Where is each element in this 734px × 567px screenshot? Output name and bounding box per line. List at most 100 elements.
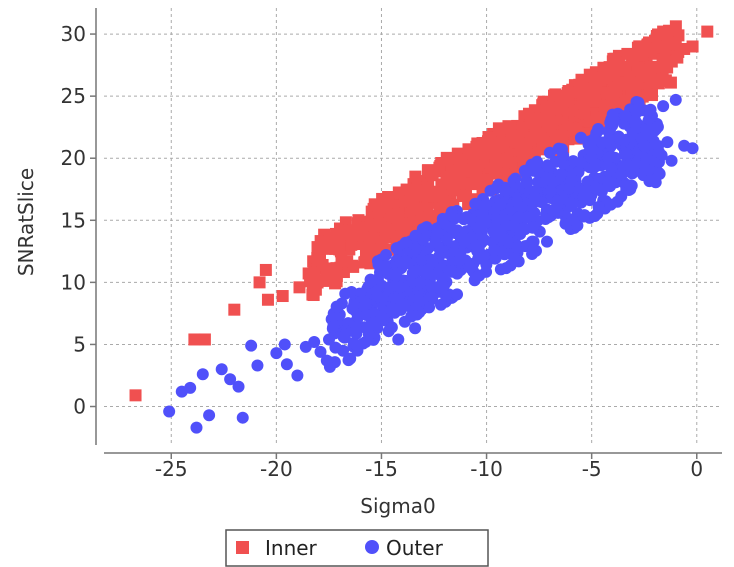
outer-point bbox=[440, 232, 453, 245]
outer-point bbox=[308, 335, 321, 348]
outer-point bbox=[581, 175, 594, 188]
outer-point bbox=[278, 338, 291, 351]
x-tick-label: -15 bbox=[365, 457, 398, 481]
outer-point bbox=[451, 288, 464, 301]
outer-point bbox=[465, 231, 478, 244]
outer-point bbox=[585, 151, 598, 164]
outer-point bbox=[215, 363, 228, 376]
inner-point bbox=[701, 25, 714, 38]
inner-point bbox=[345, 238, 358, 251]
outer-point bbox=[563, 182, 576, 195]
inner-point bbox=[476, 136, 489, 149]
outer-point bbox=[501, 235, 514, 248]
inner-point bbox=[505, 129, 518, 142]
inner-point bbox=[373, 218, 386, 231]
inner-point bbox=[467, 155, 480, 168]
inner-point bbox=[608, 64, 621, 77]
outer-point bbox=[640, 153, 653, 166]
x-tick-label: -10 bbox=[470, 457, 503, 481]
outer-point bbox=[365, 274, 378, 287]
y-axis-title: SNRatSlice bbox=[14, 168, 38, 276]
outer-point bbox=[669, 93, 682, 106]
outer-point bbox=[415, 254, 428, 267]
outer-point bbox=[426, 255, 439, 268]
outer-point bbox=[372, 258, 385, 271]
inner-point bbox=[629, 86, 642, 99]
inner-point bbox=[620, 76, 633, 89]
outer-point bbox=[476, 207, 489, 220]
outer-point bbox=[478, 233, 491, 246]
outer-point bbox=[337, 344, 350, 357]
outer-point bbox=[322, 333, 335, 346]
outer-point bbox=[190, 421, 203, 434]
outer-point bbox=[398, 298, 411, 311]
outer-point bbox=[314, 345, 327, 358]
legend-outer-marker bbox=[365, 540, 379, 554]
outer-point bbox=[644, 103, 657, 116]
inner-point bbox=[307, 289, 320, 302]
outer-point bbox=[592, 124, 605, 137]
inner-point bbox=[590, 111, 603, 124]
inner-point bbox=[390, 231, 403, 244]
legend-inner-label: Inner bbox=[265, 536, 318, 560]
outer-point bbox=[348, 298, 361, 311]
outer-point bbox=[566, 213, 579, 226]
outer-point bbox=[521, 177, 534, 190]
outer-point bbox=[521, 211, 534, 224]
inner-point bbox=[129, 389, 142, 402]
inner-point bbox=[313, 249, 326, 262]
y-tick-label: 5 bbox=[73, 332, 86, 356]
inner-point bbox=[330, 227, 343, 240]
outer-point bbox=[629, 117, 642, 130]
outer-point bbox=[175, 385, 188, 398]
outer-point bbox=[375, 311, 388, 324]
outer-point bbox=[392, 333, 405, 346]
outer-point bbox=[390, 292, 403, 305]
legend-box bbox=[225, 529, 489, 567]
inner-point bbox=[460, 189, 473, 202]
outer-point bbox=[420, 267, 433, 280]
outer-point bbox=[327, 321, 340, 334]
series-outer bbox=[163, 93, 699, 434]
outer-point bbox=[409, 322, 422, 335]
outer-point bbox=[541, 160, 554, 173]
outer-point bbox=[371, 290, 384, 303]
inner-point bbox=[644, 76, 657, 89]
outer-point bbox=[431, 227, 444, 240]
inner-point bbox=[469, 178, 482, 191]
outer-point bbox=[398, 315, 411, 328]
inner-point bbox=[522, 107, 535, 120]
outer-point bbox=[604, 198, 617, 211]
inner-point bbox=[656, 72, 669, 85]
x-tick-label: -20 bbox=[260, 457, 293, 481]
outer-point bbox=[409, 229, 422, 242]
y-tick-label: 20 bbox=[61, 146, 86, 170]
y-tick-label: 25 bbox=[61, 84, 86, 108]
y-tick-label: 15 bbox=[61, 208, 86, 232]
outer-point bbox=[593, 172, 606, 185]
inner-point bbox=[505, 162, 518, 175]
outer-point bbox=[469, 197, 482, 210]
inner-point bbox=[609, 52, 622, 65]
outer-point bbox=[390, 242, 403, 255]
outer-point bbox=[546, 176, 559, 189]
inner-point bbox=[646, 61, 659, 74]
inner-point bbox=[329, 242, 342, 255]
outer-point bbox=[362, 328, 375, 341]
tick-labels: -25 -20 -15 -10 -5 0 0 5 10 15 20 25 30 bbox=[61, 22, 704, 481]
outer-point bbox=[488, 244, 501, 257]
outer-point bbox=[425, 289, 438, 302]
inner-point bbox=[259, 263, 272, 276]
outer-point bbox=[653, 167, 666, 180]
outer-point bbox=[592, 201, 605, 214]
legend: Inner Outer bbox=[225, 529, 489, 567]
outer-point bbox=[531, 165, 544, 178]
y-tick-label: 0 bbox=[73, 395, 86, 419]
outer-point bbox=[629, 103, 642, 116]
outer-point bbox=[665, 154, 678, 167]
outer-point bbox=[382, 267, 395, 280]
outer-point bbox=[602, 152, 615, 165]
outer-point bbox=[514, 227, 527, 240]
outer-point bbox=[539, 213, 552, 226]
outer-point bbox=[476, 251, 489, 264]
